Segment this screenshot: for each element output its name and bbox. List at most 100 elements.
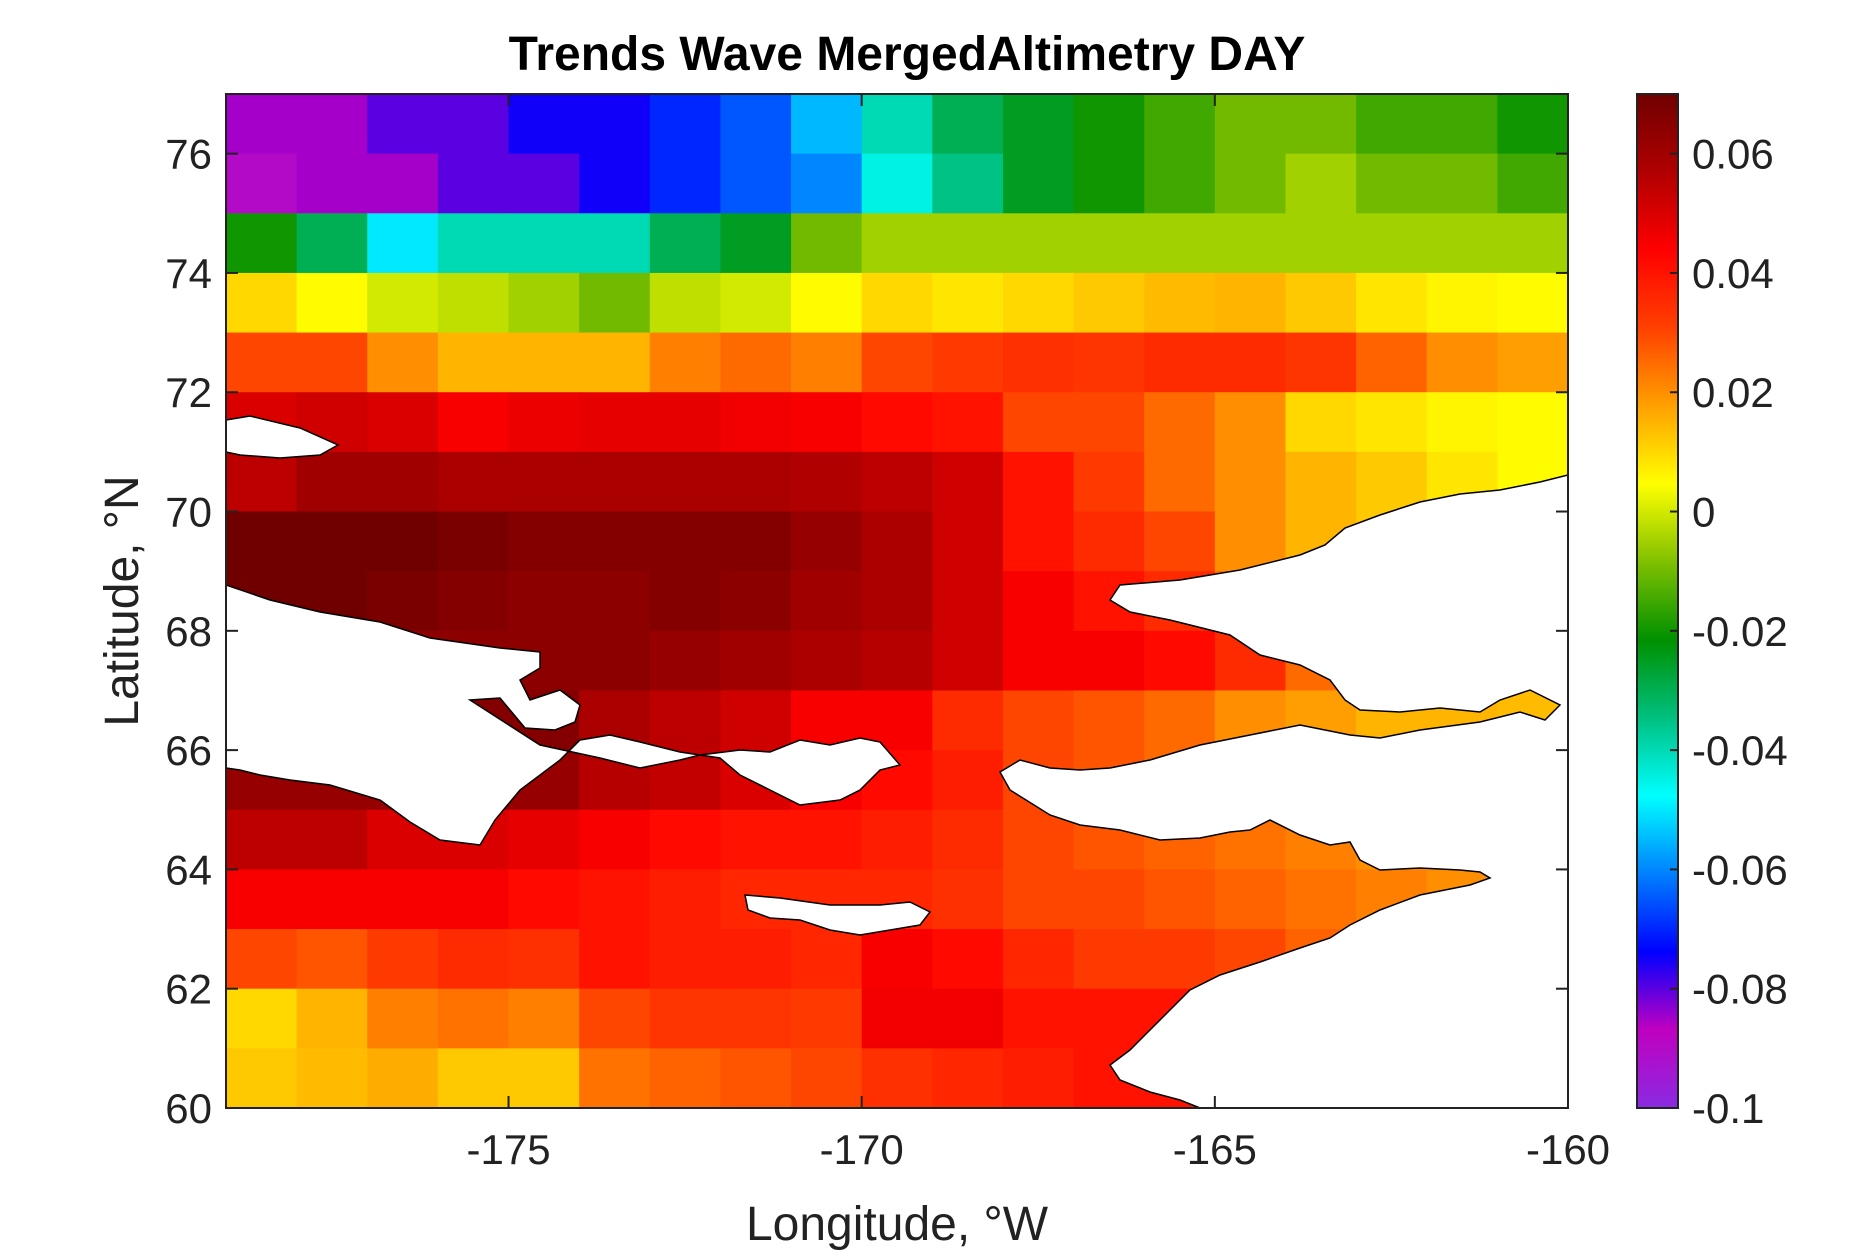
- heatmap-cell: [1356, 1108, 1427, 1168]
- colorbar: [1636, 93, 1679, 1109]
- y-tick-label: 64: [165, 846, 212, 893]
- heatmap-cell: [932, 451, 1004, 513]
- heatmap-cell: [1356, 272, 1428, 334]
- heatmap-cell: [1074, 1108, 1145, 1168]
- colorbar-tick-label: 0.02: [1692, 369, 1774, 416]
- y-tick-label: 74: [165, 250, 212, 297]
- heatmap-cell: [367, 1108, 438, 1168]
- heatmap-cell: [1144, 929, 1216, 990]
- heatmap-cell: [720, 988, 792, 1049]
- heatmap-cell: [509, 1168, 580, 1228]
- heatmap-cell: [437, 929, 510, 990]
- heatmap-cell: [1285, 213, 1357, 274]
- heatmap-cell: [932, 511, 1004, 572]
- heatmap-cell: [579, 630, 651, 692]
- y-tick-label: 62: [165, 966, 212, 1013]
- heatmap-cell: [437, 511, 510, 572]
- x-tick-label: -170: [820, 1126, 904, 1173]
- heatmap-cell: [720, 392, 792, 453]
- heatmap-cell: [1215, 1168, 1286, 1228]
- heatmap-cell: [226, 1168, 297, 1228]
- heatmap-cell: [720, 690, 792, 751]
- heatmap-cell: [791, 213, 863, 274]
- colorbar-tick-label: 0.04: [1692, 250, 1774, 297]
- heatmap-cell: [932, 332, 1004, 393]
- heatmap-cell: [1497, 272, 1568, 334]
- heatmap-cell: [579, 153, 651, 214]
- heatmap-cell: [1568, 1168, 1639, 1228]
- heatmap-cell: [226, 153, 298, 214]
- y-tick-label: 72: [165, 369, 212, 416]
- heatmap-cell: [649, 451, 722, 513]
- heatmap-cell: [367, 94, 439, 155]
- heatmap-cell: [367, 1168, 438, 1228]
- heatmap-cell: [508, 809, 580, 871]
- heatmap-cell: [1214, 272, 1287, 334]
- heatmap-cell: [1144, 630, 1216, 692]
- heatmap-cell: [1002, 690, 1075, 751]
- heatmap-cell: [932, 1108, 1003, 1168]
- heatmap-cell: [791, 571, 863, 632]
- heatmap-cell: [437, 272, 510, 334]
- heatmap-cell: [437, 332, 510, 393]
- heatmap-cell: [1214, 451, 1287, 513]
- heatmap-cell: [1214, 332, 1287, 393]
- heatmap-cell: [1497, 153, 1568, 214]
- heatmap-cell: [226, 451, 298, 513]
- x-axis-ticks: -175 -170 -165 -160: [466, 94, 1610, 1173]
- heatmap-cell: [296, 929, 368, 990]
- heatmap-cell: [508, 153, 580, 214]
- heatmap-cell: [579, 988, 651, 1049]
- heatmap-cell: [1002, 451, 1075, 513]
- colorbar-tick-label: -0.04: [1692, 727, 1788, 774]
- heatmap-cell: [861, 272, 933, 334]
- heatmap-cell: [1002, 988, 1075, 1049]
- heatmap-cell: [367, 153, 439, 214]
- heatmap-cell: [1427, 1168, 1498, 1228]
- heatmap-cell: [437, 153, 510, 214]
- heatmap-cell: [508, 571, 580, 632]
- heatmap-cell: [649, 571, 722, 632]
- heatmap-cell: [649, 94, 722, 155]
- heatmap-cell: [1356, 213, 1428, 274]
- heatmap-cell: [1073, 690, 1145, 751]
- colorbar-tick-label: 0: [1692, 489, 1715, 536]
- heatmap-cell: [579, 392, 651, 453]
- heatmap-cell: [1426, 153, 1498, 214]
- heatmap-cell: [1568, 869, 1639, 929]
- heatmap-cell: [1144, 332, 1216, 393]
- heatmap-cell: [297, 1168, 368, 1228]
- colorbar-tick-label: -0.08: [1692, 966, 1788, 1013]
- heatmap-cell: [1285, 94, 1357, 155]
- heatmap-cell: [791, 809, 863, 871]
- heatmap-cell: [720, 153, 792, 214]
- y-axis-label: Latitude, °N: [96, 475, 149, 726]
- heatmap-cell: [861, 94, 933, 155]
- heatmap-cell: [1002, 153, 1075, 214]
- heatmap-cell: [226, 1108, 297, 1168]
- heatmap-cell: [296, 511, 368, 572]
- heatmap-cell: [932, 153, 1004, 214]
- heatmap-cell: [367, 332, 439, 393]
- heatmap-cell: [1144, 94, 1216, 155]
- heatmap-cell: [579, 94, 651, 155]
- heatmap-cell: [437, 988, 510, 1049]
- heatmap-cell: [226, 869, 298, 930]
- heatmap-cell: [1497, 392, 1568, 453]
- heatmap-cell: [1144, 511, 1216, 572]
- heatmap-cell: [579, 571, 651, 632]
- heatmap-cell: [226, 1048, 298, 1108]
- heatmap-cell: [649, 630, 722, 692]
- land-chukotka: [226, 415, 340, 459]
- colorbar-tick-label: -0.06: [1692, 846, 1788, 893]
- heatmap-cell: [226, 272, 298, 334]
- y-axis-ticks: 60 62 64 66 68 70 72 74 76: [165, 131, 1568, 1132]
- heatmap-cell: [720, 213, 792, 274]
- chart-title: Trends Wave MergedAltimetry DAY: [509, 28, 1306, 81]
- heatmap-cell: [226, 809, 298, 871]
- heatmap-cell: [226, 94, 298, 155]
- heatmap-cell: [791, 630, 863, 692]
- heatmap-cell: [1568, 392, 1639, 452]
- heatmap-cell: [437, 869, 510, 930]
- heatmap-cell: [367, 272, 439, 334]
